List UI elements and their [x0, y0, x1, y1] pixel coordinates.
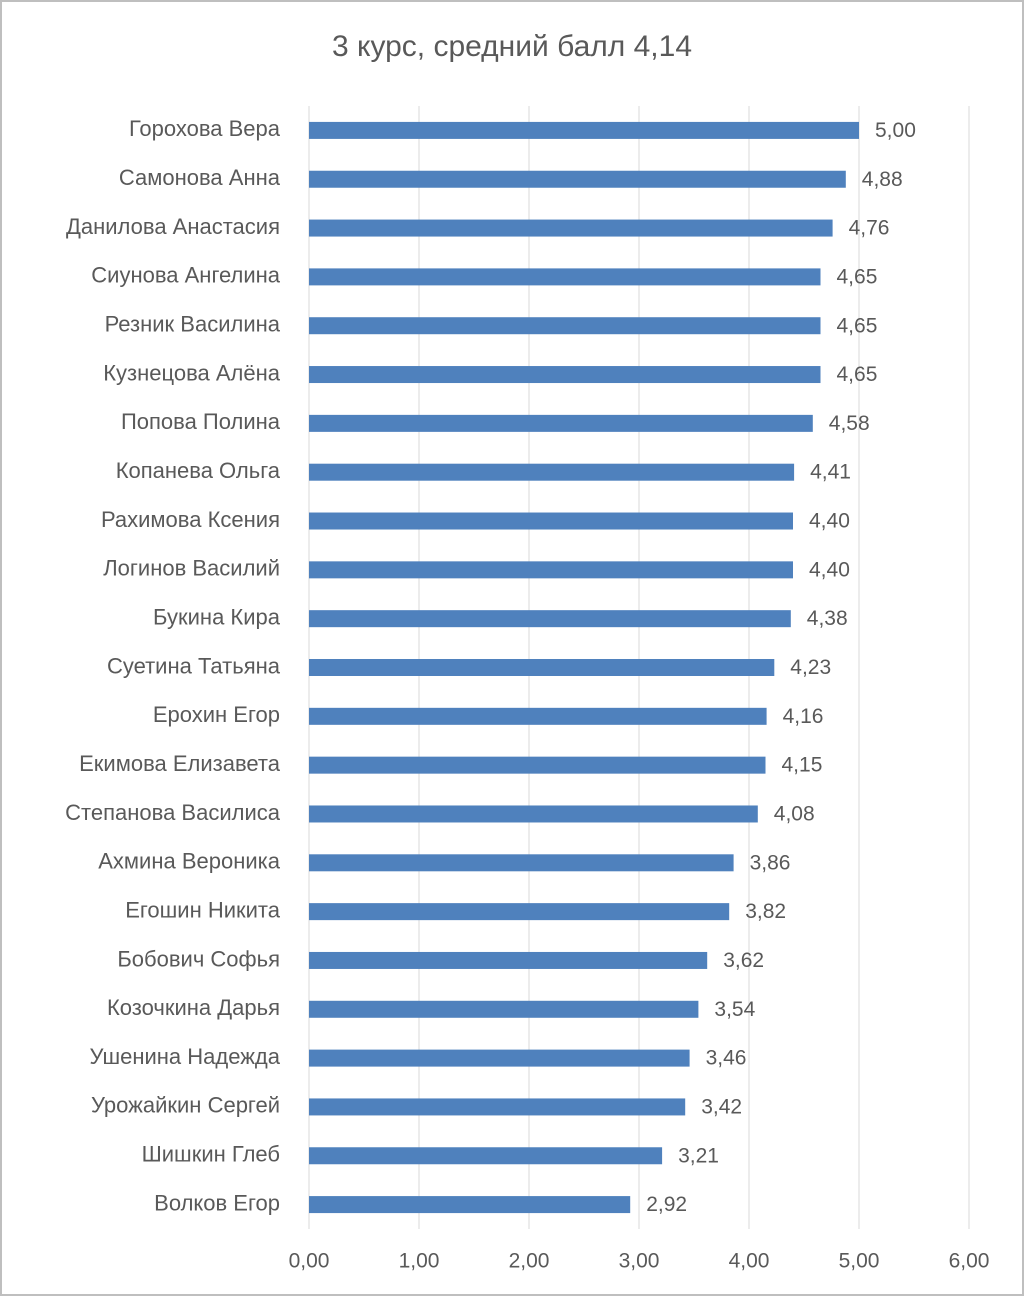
- data-label: 4,15: [782, 754, 823, 777]
- y-tick-label: Горохова Вера: [129, 116, 281, 141]
- x-tick-label: 0,00: [289, 1250, 330, 1273]
- data-label: 4,23: [790, 656, 831, 679]
- data-label: 3,82: [745, 900, 786, 923]
- bar: [309, 512, 793, 530]
- y-tick-label: Резник Василина: [105, 312, 281, 337]
- bar: [309, 170, 846, 188]
- data-label: 3,86: [750, 851, 791, 874]
- bar: [309, 219, 833, 237]
- data-label: 2,92: [646, 1193, 687, 1216]
- bar: [309, 1196, 631, 1214]
- bar: [309, 610, 791, 628]
- x-tick-label: 2,00: [509, 1250, 550, 1273]
- bar: [309, 366, 821, 384]
- bar: [309, 756, 766, 774]
- bar: [309, 707, 767, 725]
- y-tick-label: Попова Полина: [121, 409, 281, 434]
- y-tick-label: Шишкин Глеб: [142, 1142, 280, 1167]
- data-label: 3,42: [701, 1095, 742, 1118]
- y-tick-label: Букина Кира: [153, 604, 281, 629]
- data-label: 4,65: [837, 314, 878, 337]
- y-tick-label: Бобович Софья: [117, 946, 280, 971]
- bar: [309, 903, 730, 921]
- data-label: 3,54: [714, 998, 755, 1021]
- bar: [309, 1098, 686, 1116]
- y-tick-label: Рахимова Ксения: [101, 507, 280, 532]
- bar: [309, 854, 734, 872]
- data-label: 4,38: [807, 607, 848, 630]
- bar: [309, 805, 758, 823]
- bar: [309, 121, 859, 139]
- bar: [309, 414, 813, 432]
- x-tick-label: 5,00: [839, 1250, 880, 1273]
- y-tick-label: Степанова Василиса: [65, 800, 281, 825]
- x-tick-label: 1,00: [399, 1250, 440, 1273]
- y-tick-label: Урожайкин Сергей: [91, 1093, 280, 1118]
- data-label: 4,76: [849, 217, 890, 240]
- y-tick-label: Ерохин Егор: [153, 702, 280, 727]
- y-tick-label: Самонова Анна: [119, 165, 281, 190]
- y-tick-label: Егошин Никита: [125, 897, 281, 922]
- data-label: 3,21: [678, 1144, 719, 1167]
- y-tick-label: Кузнецова Алёна: [103, 360, 281, 385]
- bar: [309, 659, 775, 676]
- y-tick-label: Ушенина Надежда: [89, 1044, 280, 1069]
- x-tick-label: 3,00: [619, 1250, 660, 1273]
- data-label: 4,41: [810, 461, 851, 484]
- chart-title: 3 курс, средний балл 4,14: [332, 30, 692, 63]
- data-label: 4,88: [862, 168, 903, 191]
- data-label: 4,65: [837, 363, 878, 386]
- y-tick-label: Козочкина Дарья: [107, 995, 280, 1020]
- x-tick-label: 6,00: [949, 1250, 990, 1273]
- data-label: 3,62: [723, 949, 764, 972]
- data-label: 4,08: [774, 803, 815, 826]
- data-label: 4,65: [837, 265, 878, 288]
- y-tick-label: Логинов Василий: [103, 556, 280, 581]
- bar: [309, 268, 821, 286]
- data-label: 4,58: [829, 412, 870, 435]
- x-tick-label: 4,00: [729, 1250, 770, 1273]
- y-tick-label: Копанева Ольга: [116, 458, 281, 483]
- data-label: 3,46: [706, 1047, 747, 1070]
- y-tick-label: Суетина Татьяна: [107, 653, 281, 678]
- y-tick-label: Ахмина Вероника: [98, 849, 281, 874]
- bar: [309, 463, 795, 481]
- bar: [309, 317, 821, 335]
- bar: [309, 1147, 663, 1165]
- data-label: 4,40: [809, 510, 850, 533]
- data-label: 4,40: [809, 558, 850, 581]
- y-tick-label: Сиунова Ангелина: [91, 263, 280, 288]
- y-tick-label: Екимова Елизавета: [79, 751, 281, 776]
- bar: [309, 1049, 690, 1067]
- data-label: 5,00: [875, 119, 916, 142]
- bar: [309, 951, 708, 969]
- bar: [309, 561, 793, 579]
- y-tick-label: Волков Егор: [154, 1190, 280, 1215]
- y-tick-label: Данилова Анастасия: [66, 214, 280, 239]
- data-label: 4,16: [783, 705, 824, 728]
- bar: [309, 1000, 699, 1018]
